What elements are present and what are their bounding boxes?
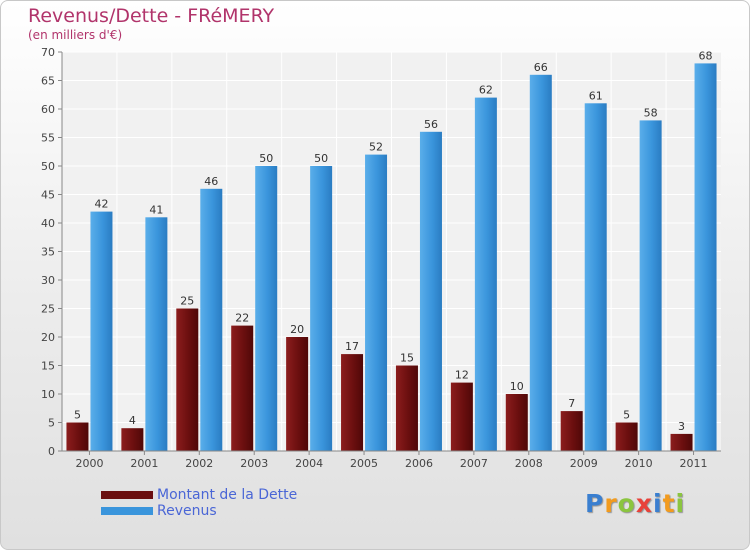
y-tick-label: 60 [41, 103, 55, 116]
x-tick-label: 2002 [185, 457, 213, 470]
x-tick-label: 2005 [350, 457, 378, 470]
data-label: 41 [149, 203, 163, 216]
bar-dette [560, 411, 583, 451]
y-tick-label: 45 [41, 189, 55, 202]
y-tick-label: 15 [41, 360, 55, 373]
data-label: 62 [479, 84, 493, 97]
grid-layer [62, 51, 721, 452]
logo-letter: i [675, 489, 686, 518]
data-label: 50 [259, 152, 273, 165]
bars-layer: 5 42 4 41 25 46 22 50 20 50 17 52 15 56 12 62 10 66 7 61 5 58… [66, 49, 717, 452]
data-label: 12 [455, 369, 469, 382]
bar-revenus [639, 120, 662, 452]
data-label: 15 [400, 352, 414, 365]
data-label: 56 [424, 118, 438, 131]
data-label: 5 [623, 409, 630, 422]
y-tick-label: 35 [41, 246, 55, 259]
bar-revenus [584, 103, 607, 452]
x-tick-label: 2011 [680, 457, 708, 470]
bar-revenus [200, 188, 223, 452]
data-label: 52 [369, 141, 383, 154]
x-tick-label: 2006 [405, 457, 433, 470]
data-label: 66 [534, 61, 548, 74]
bar-revenus [365, 154, 388, 451]
x-tick-label: 2001 [130, 457, 158, 470]
data-label: 46 [204, 175, 218, 188]
logo-letter: x [635, 489, 653, 518]
bar-revenus [529, 74, 552, 452]
data-label: 17 [345, 340, 359, 353]
y-tick-label: 40 [41, 217, 55, 230]
y-tick-label: 5 [48, 417, 55, 430]
x-tick-label: 2004 [295, 457, 323, 470]
bar-dette [615, 422, 638, 451]
logo-letter: P [585, 489, 605, 518]
bar-dette [176, 308, 199, 451]
chart-title: Revenus/Dette - FRéMERY [28, 5, 275, 27]
bar-revenus [474, 97, 497, 451]
bar-revenus [694, 63, 717, 452]
y-tick-label: 65 [41, 75, 55, 88]
x-tick-label: 2010 [625, 457, 653, 470]
legend-swatch-revenus [101, 507, 153, 515]
bar-dette [450, 382, 473, 451]
bar-revenus [90, 211, 113, 451]
bar-revenus [310, 166, 333, 451]
x-tick-label: 2009 [570, 457, 598, 470]
x-tick-label: 2007 [460, 457, 488, 470]
data-label: 58 [644, 106, 658, 119]
data-label: 22 [235, 312, 249, 325]
logo-letter: t [662, 489, 676, 518]
bar-revenus [145, 217, 168, 451]
y-tick-label: 0 [48, 445, 55, 458]
x-tick-label: 2003 [240, 457, 268, 470]
bar-dette [66, 422, 89, 451]
logo-letter: o [617, 489, 636, 518]
legend-label-dette: Montant de la Dette [157, 487, 298, 503]
bar-dette [670, 433, 693, 451]
y-tick-label: 30 [41, 274, 55, 287]
bar-dette [395, 365, 418, 451]
x-tick-label: 2000 [75, 457, 103, 470]
chart-subtitle: (en milliers d'€) [28, 28, 123, 42]
proxiti-logo: Proxiti [585, 489, 685, 518]
legend-label-revenus: Revenus [157, 503, 217, 519]
logo-letter: r [604, 489, 618, 518]
y-tick-label: 20 [41, 331, 55, 344]
data-label: 61 [589, 89, 603, 102]
data-label: 42 [94, 198, 108, 211]
bar-revenus [255, 166, 278, 451]
data-label: 20 [290, 323, 304, 336]
y-tick-label: 25 [41, 303, 55, 316]
bar-dette [231, 325, 254, 451]
bar-dette [286, 337, 309, 451]
y-tick-label: 70 [41, 46, 55, 59]
data-label: 68 [699, 49, 713, 62]
data-label: 7 [568, 397, 575, 410]
y-tick-label: 10 [41, 388, 55, 401]
data-label: 4 [129, 414, 136, 427]
y-tick-label: 50 [41, 160, 55, 173]
logo-letter: i [653, 489, 663, 518]
bar-revenus [419, 131, 442, 452]
data-label: 25 [180, 295, 194, 308]
legend-swatch-dette [101, 491, 153, 499]
data-label: 50 [314, 152, 328, 165]
bar-dette [505, 394, 528, 451]
data-label: 5 [74, 409, 81, 422]
y-tick-label: 55 [41, 132, 55, 145]
bar-dette [121, 428, 144, 451]
bar-dette [341, 354, 364, 451]
data-label: 3 [678, 420, 685, 433]
x-tick-label: 2008 [515, 457, 543, 470]
data-label: 10 [510, 380, 524, 393]
